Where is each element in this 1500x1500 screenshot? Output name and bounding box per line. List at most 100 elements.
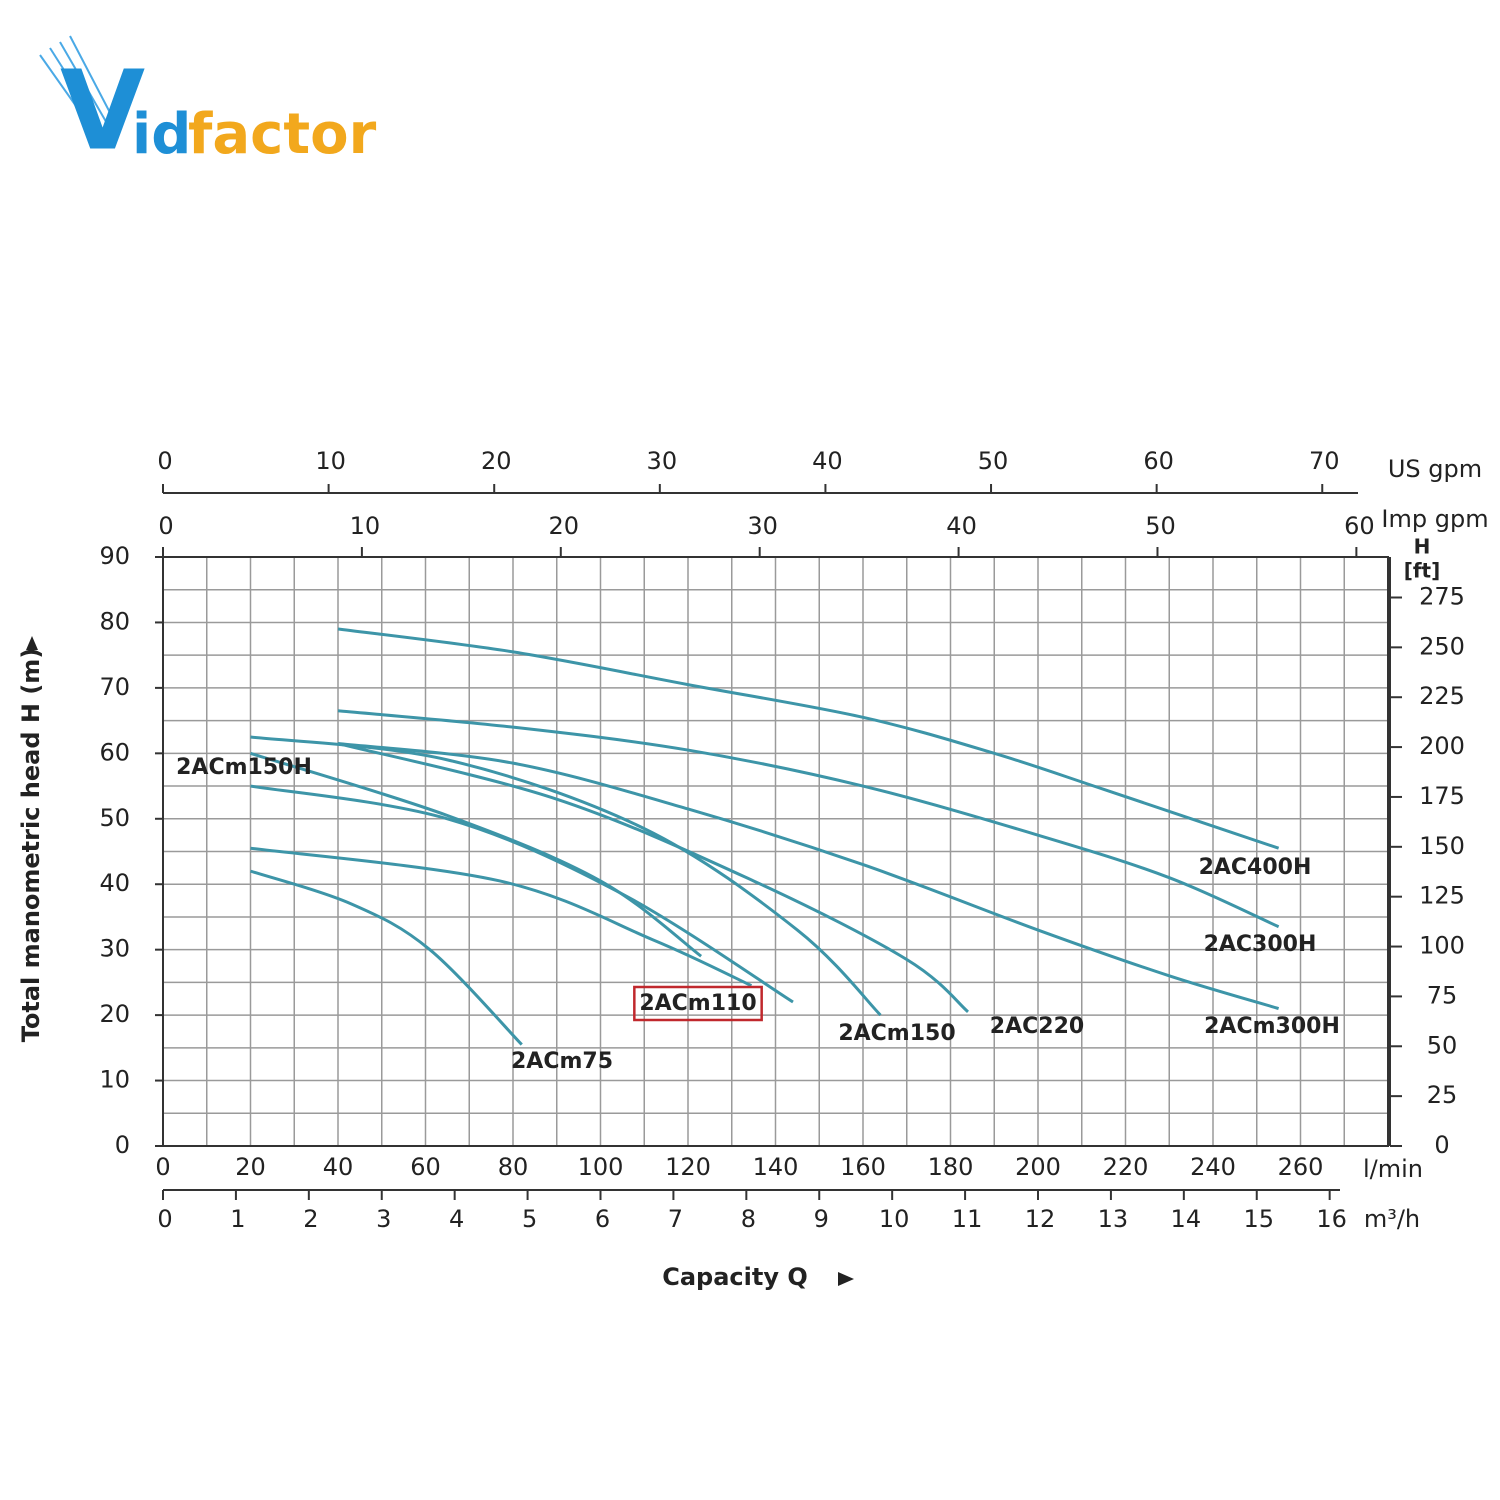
x-tick-label: 160 — [840, 1153, 886, 1181]
y2-tick-label: 125 — [1419, 882, 1465, 910]
x-tick-label: 200 — [1015, 1153, 1061, 1181]
y-tick-label: 70 — [99, 673, 130, 701]
y-arrow — [26, 636, 38, 650]
x2-tick-label: 10 — [350, 512, 381, 540]
highlight-box — [633, 985, 763, 1022]
y-axis-title: Total manometric head H (m) — [17, 648, 45, 1043]
x2-tick-label: 10 — [315, 447, 346, 475]
x2-tick-label: 30 — [647, 447, 678, 475]
x2-tick-label: 3 — [376, 1205, 391, 1233]
curve-label: 2ACm150 — [838, 1021, 955, 1046]
y-tick-label: 20 — [99, 1000, 130, 1028]
x-unit: l/min — [1363, 1155, 1423, 1183]
y2-title: H — [1414, 535, 1431, 559]
pump-curve — [337, 627, 1280, 850]
curve-label: 2ACm75 — [511, 1049, 613, 1074]
y-tick-label: 40 — [99, 869, 130, 897]
curve-label: 2ACm300H — [1204, 1014, 1340, 1039]
y2-tick-label: 200 — [1419, 732, 1465, 760]
x2-tick-label: 30 — [747, 512, 778, 540]
x2-tick-label: 7 — [668, 1205, 683, 1233]
curve-label: 2AC220 — [990, 1014, 1084, 1039]
x2-tick-label: 11 — [952, 1205, 983, 1233]
pump-curve — [337, 742, 1280, 1011]
x-tick-label: 240 — [1190, 1153, 1236, 1181]
x2-tick-label: 13 — [1098, 1205, 1129, 1233]
pump-curve — [250, 735, 882, 1017]
y2-tick-label: 225 — [1419, 682, 1465, 710]
x2-tick-label: 20 — [481, 447, 512, 475]
y-tick-label: 50 — [99, 804, 130, 832]
y-tick-label: 10 — [99, 1066, 130, 1094]
x-tick-label: 120 — [665, 1153, 711, 1181]
pump-curve — [250, 784, 794, 1004]
y2-tick-label: 275 — [1419, 582, 1465, 610]
x-tick-label: 180 — [928, 1153, 974, 1181]
y2-tick-label: 100 — [1419, 932, 1465, 960]
logo-rays — [39, 35, 119, 141]
y2-title: [ft] — [1404, 559, 1441, 583]
x2-unit: US gpm — [1388, 455, 1482, 483]
y-tick-label: 0 — [115, 1131, 130, 1159]
x2-tick-label: 15 — [1243, 1205, 1274, 1233]
plot-frame — [162, 556, 1389, 1147]
logo-id: id — [132, 102, 191, 167]
x-tick-label: 100 — [578, 1153, 624, 1181]
x2-tick-label: 8 — [741, 1205, 756, 1233]
curve-label: 2ACm150H — [176, 755, 312, 780]
pump-curve — [337, 742, 969, 1013]
pump-curve — [250, 869, 523, 1046]
pump-curve — [250, 846, 753, 988]
x2-tick-label: 60 — [1344, 512, 1375, 540]
x2-tick-label: 12 — [1025, 1205, 1056, 1233]
logo-factor: factor — [188, 102, 377, 167]
x2-tick-label: 16 — [1316, 1205, 1347, 1233]
logo-v: V — [60, 46, 145, 174]
curve-label: 2ACm110 — [639, 991, 756, 1016]
x-tick-label: 140 — [753, 1153, 799, 1181]
x2-tick-label: 0 — [158, 512, 173, 540]
x-axis-title: Capacity Q — [662, 1263, 808, 1291]
x2-tick-label: 10 — [879, 1205, 910, 1233]
x2-tick-label: 6 — [595, 1205, 610, 1233]
y2-tick-label: 175 — [1419, 782, 1465, 810]
x2-tick-label: 60 — [1143, 447, 1174, 475]
x-arrow — [838, 1272, 854, 1286]
y2-tick-label: 150 — [1419, 832, 1465, 860]
x2-tick-label: 4 — [449, 1205, 464, 1233]
curve-label: 2AC300H — [1204, 932, 1317, 957]
y-tick-label: 60 — [99, 738, 130, 766]
x-tick-label: 0 — [155, 1153, 170, 1181]
x-tick-label: 60 — [410, 1153, 441, 1181]
x2-tick-label: 70 — [1309, 447, 1340, 475]
x2-tick-label: 5 — [522, 1205, 537, 1233]
y-tick-label: 80 — [99, 607, 130, 635]
x2-tick-label: 2 — [303, 1205, 318, 1233]
x-tick-label: 20 — [235, 1153, 266, 1181]
x2-tick-label: 50 — [1145, 512, 1176, 540]
x-tick-label: 40 — [323, 1153, 354, 1181]
curve-label: 2AC400H — [1199, 855, 1312, 880]
x2-tick-label: 40 — [946, 512, 977, 540]
x2-tick-label: 20 — [549, 512, 580, 540]
x-tick-label: 80 — [498, 1153, 529, 1181]
y-tick-label: 30 — [99, 935, 130, 963]
x2-tick-label: 9 — [814, 1205, 829, 1233]
y2-tick-label: 25 — [1427, 1081, 1458, 1109]
y-tick-label: 90 — [99, 542, 130, 570]
x2-tick-label: 1 — [230, 1205, 245, 1233]
x2-tick-label: 40 — [812, 447, 843, 475]
y2-tick-label: 0 — [1434, 1131, 1449, 1159]
pump-curve — [337, 709, 1280, 929]
x2-tick-label: 14 — [1171, 1205, 1202, 1233]
x2-unit: m³/h — [1364, 1205, 1420, 1233]
y2-tick-label: 75 — [1427, 981, 1458, 1009]
x2-tick-label: 50 — [978, 447, 1009, 475]
y2-tick-label: 50 — [1427, 1031, 1458, 1059]
y2-tick-label: 250 — [1419, 632, 1465, 660]
x2-tick-label: 0 — [157, 1205, 172, 1233]
x-tick-label: 260 — [1278, 1153, 1324, 1181]
x-tick-label: 220 — [1103, 1153, 1149, 1181]
x2-tick-label: 0 — [157, 447, 172, 475]
